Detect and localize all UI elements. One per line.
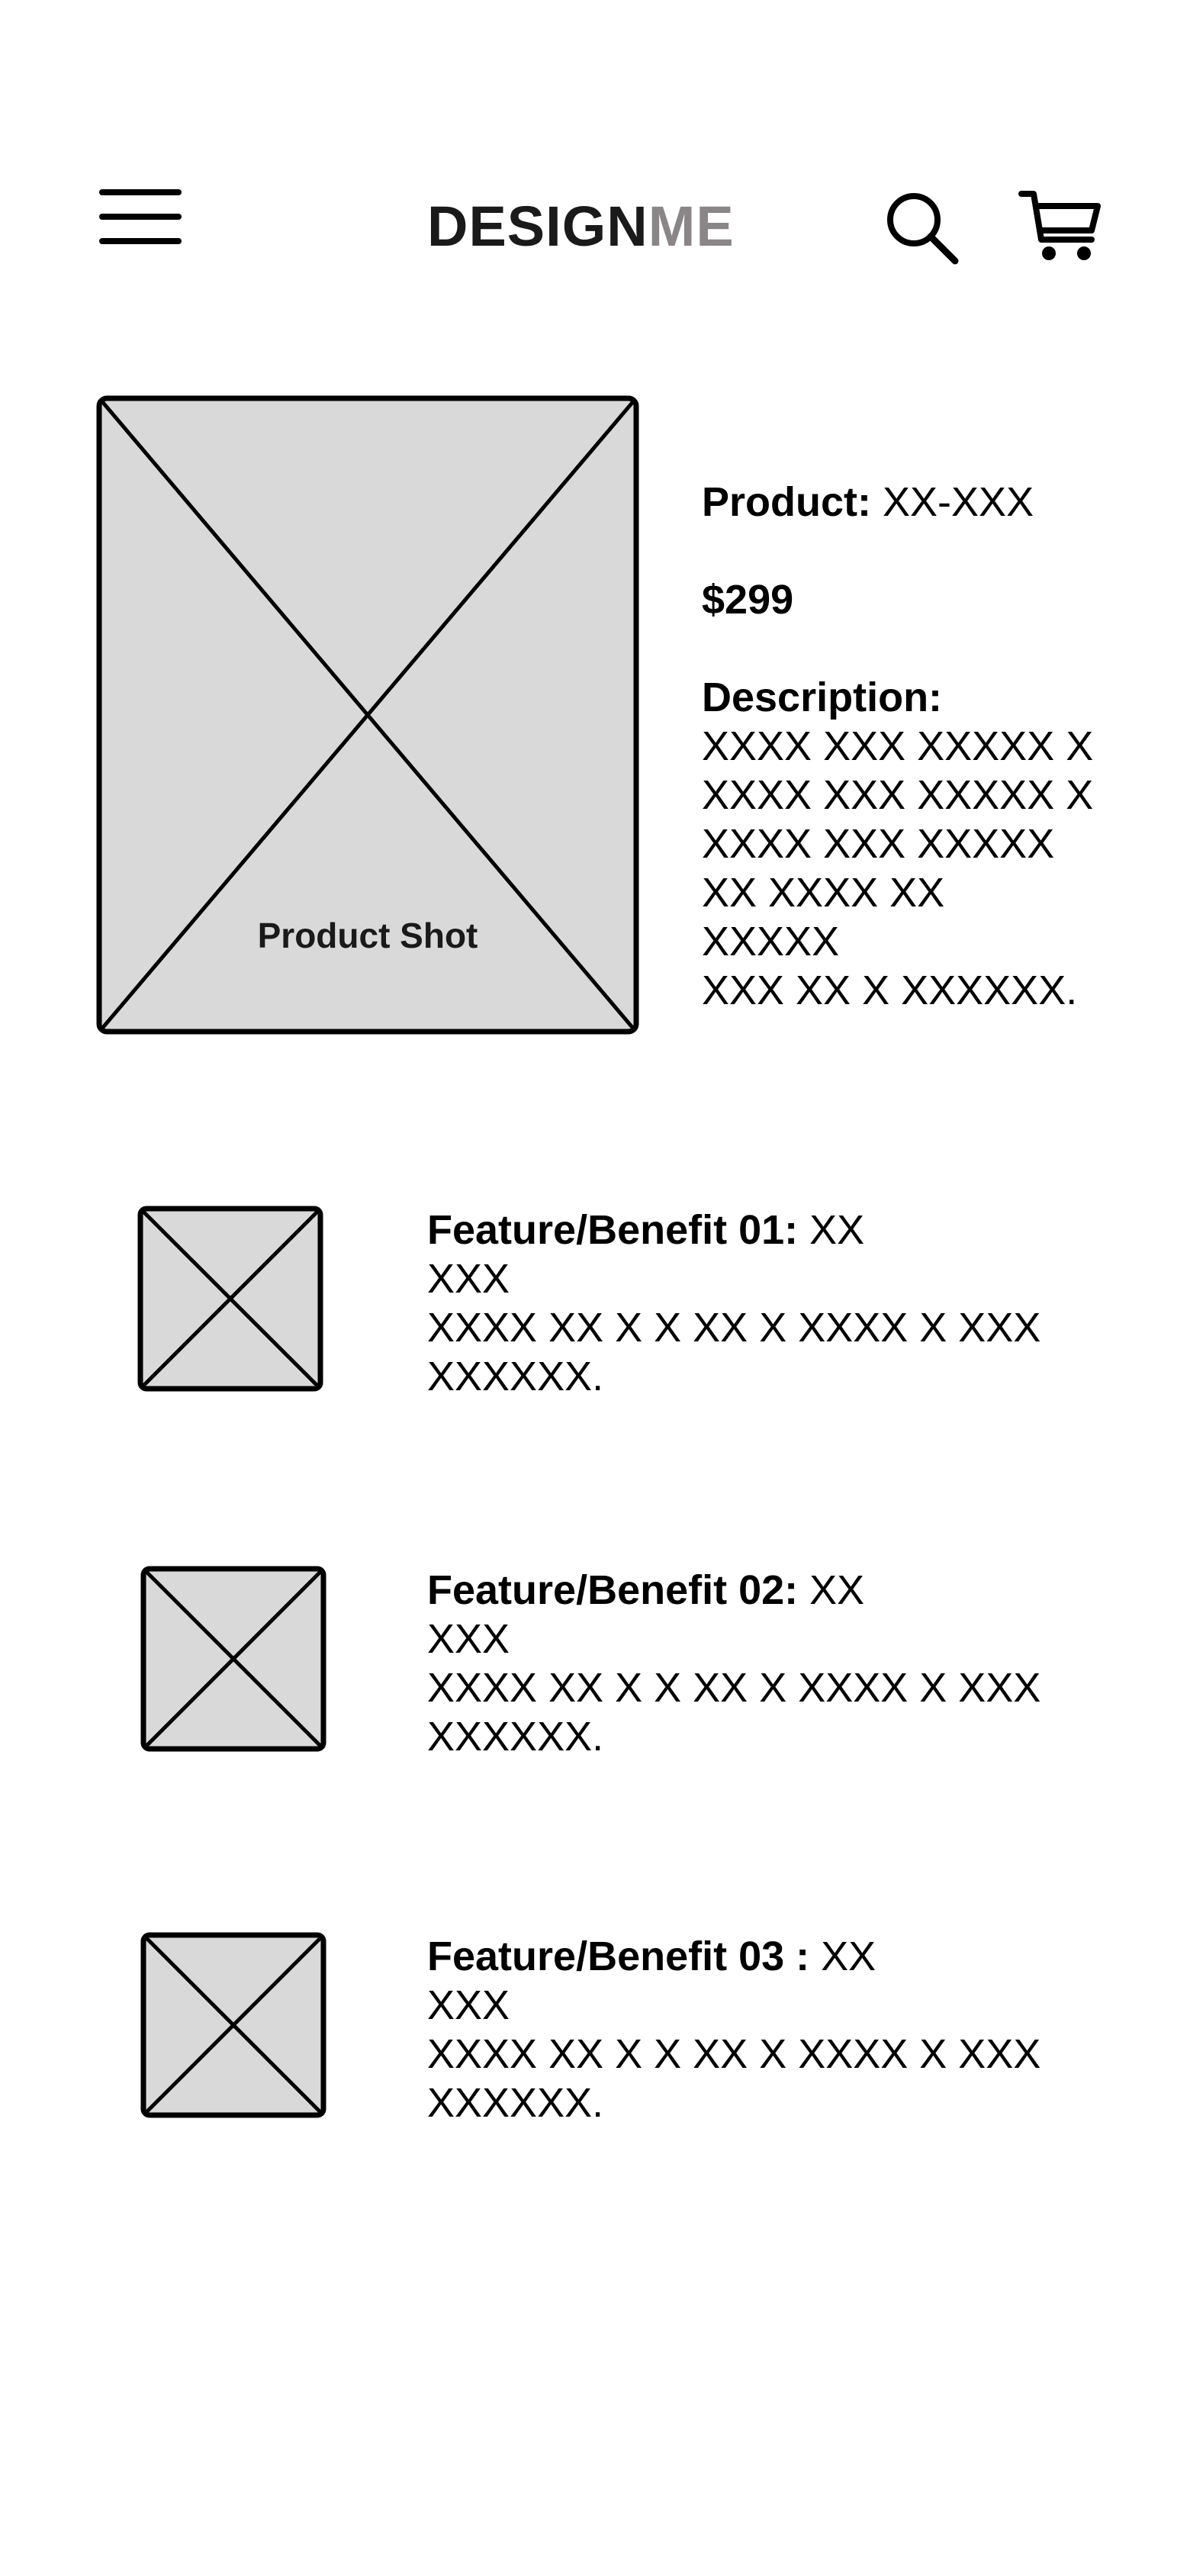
product-description-line: XXX XX X XXXXXX.: [702, 968, 1078, 1013]
product-id-value: XX-XXX: [883, 479, 1034, 525]
feature-02-image-placeholder[interactable]: [140, 1566, 326, 1752]
image-placeholder-graphic: [96, 395, 639, 1035]
menu-bar: [99, 189, 182, 195]
feature-line: XXXXXX.: [427, 1714, 604, 1760]
feature-line: XXXX XX X X XX X XXXX X XXX: [427, 1305, 1041, 1351]
image-placeholder-graphic: [140, 1566, 326, 1752]
hamburger-menu-icon[interactable]: [99, 182, 183, 247]
feature-title: Feature/Benefit 03 :: [427, 1934, 810, 1979]
product-id-label: Product:: [702, 479, 871, 525]
product-image-caption: Product Shot: [257, 916, 478, 955]
product-description-line: XXXX XXX XXXXX X: [702, 723, 1094, 769]
feature-03-text: Feature/Benefit 03 : XX XXX XXXX XX X X …: [427, 1932, 1159, 2127]
feature-line: XXXXXX.: [427, 1354, 604, 1399]
brand-logo-strong: DESIGN: [427, 195, 648, 258]
brand-logo-light: ME: [648, 195, 735, 258]
feature-01-text: Feature/Benefit 01: XX XXX XXXX XX X X X…: [427, 1206, 1159, 1401]
feature-title: Feature/Benefit 02:: [427, 1567, 799, 1613]
feature-title-value: XX: [821, 1934, 876, 1979]
feature-line: XXXXXX.: [427, 2080, 604, 2126]
search-icon[interactable]: [883, 189, 960, 266]
feature-line: XXX: [427, 1256, 510, 1302]
menu-bar: [99, 214, 182, 220]
feature-line: XXXX XX X X XX X XXXX X XXX: [427, 1665, 1041, 1711]
feature-title-row: Feature/Benefit 03 : XX: [427, 1932, 1159, 1981]
product-info: Product: XX-XXX $299 Description: XXXX X…: [702, 478, 1159, 1015]
feature-title-row: Feature/Benefit 02: XX: [427, 1566, 1159, 1615]
product-description-line: XX XXXX XX: [702, 870, 945, 916]
feature-line: XXX: [427, 1616, 510, 1662]
cart-icon-graphic: [1018, 191, 1101, 260]
product-id-row: Product: XX-XXX: [702, 478, 1159, 526]
product-price: $299: [702, 577, 794, 623]
product-description-line: XXXX XXX XXXXX: [702, 821, 1055, 867]
feature-line: XXXX XX X X XX X XXXX X XXX: [427, 2031, 1041, 2077]
search-icon-graphic: [887, 193, 959, 265]
product-description-label: Description:: [702, 675, 943, 720]
feature-03-image-placeholder[interactable]: [140, 1932, 326, 2118]
menu-bar: [99, 238, 182, 244]
feature-title-row: Feature/Benefit 01: XX: [427, 1206, 1159, 1254]
feature-title: Feature/Benefit 01:: [427, 1207, 799, 1253]
feature-title-value: XX: [809, 1207, 865, 1253]
cart-icon[interactable]: [1018, 186, 1102, 266]
feature-02-text: Feature/Benefit 02: XX XXX XXXX XX X X X…: [427, 1566, 1159, 1761]
image-placeholder-graphic: [140, 1932, 326, 2118]
product-image-placeholder[interactable]: Product Shot: [96, 395, 639, 1035]
app-header: DESIGNME: [0, 0, 1190, 320]
product-description-line: XXXXX: [702, 919, 840, 964]
feature-01-image-placeholder[interactable]: [137, 1206, 323, 1392]
brand-logo[interactable]: DESIGNME: [427, 192, 735, 261]
product-description-line: XXXX XXX XXXXX X: [702, 772, 1094, 818]
feature-title-value: XX: [809, 1567, 865, 1613]
image-placeholder-graphic: [137, 1206, 323, 1392]
feature-line: XXX: [427, 1982, 510, 2028]
